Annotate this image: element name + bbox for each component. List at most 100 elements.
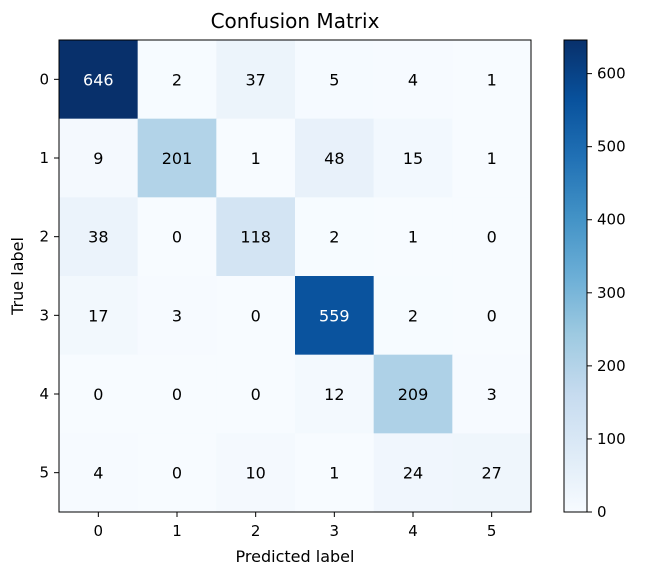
chart-title: Confusion Matrix (211, 9, 380, 33)
cell-value-label: 0 (93, 385, 103, 404)
cell-value-label: 5 (329, 70, 339, 89)
heatmap-cell (216, 354, 296, 434)
heatmap-cell (452, 276, 532, 356)
colorbar-tick-label: 200 (597, 357, 626, 375)
x-tick-label: 2 (251, 522, 261, 540)
y-tick-label: 5 (39, 464, 49, 482)
cell-value-label: 0 (251, 385, 261, 404)
heatmap-cell (216, 118, 296, 198)
heatmap-cell (373, 433, 453, 513)
cell-value-label: 3 (172, 306, 182, 325)
heatmap-cell (373, 276, 453, 356)
heatmap-cell (216, 197, 296, 277)
cell-value-label: 4 (93, 464, 103, 483)
heatmap-cell (137, 354, 217, 434)
heatmap-cell (295, 197, 375, 277)
x-tick-label: 3 (330, 522, 340, 540)
heatmap-cell (452, 40, 532, 120)
cell-value-label: 1 (487, 70, 497, 89)
heatmap-cell (452, 118, 532, 198)
cell-value-label: 38 (88, 228, 108, 247)
cell-value-label: 15 (403, 149, 423, 168)
colorbar-tick-label: 600 (597, 65, 626, 83)
cell-value-label: 1 (487, 149, 497, 168)
colorbar-tick-label: 0 (597, 503, 607, 521)
heatmap-cell (59, 276, 139, 356)
cell-value-label: 9 (93, 149, 103, 168)
cell-value-label: 0 (172, 228, 182, 247)
heatmap-cell (373, 118, 453, 198)
colorbar (563, 39, 588, 513)
cell-value-label: 118 (240, 228, 271, 247)
cell-value-label: 0 (251, 306, 261, 325)
heatmap-cell (373, 40, 453, 120)
heatmap-cell (59, 40, 139, 120)
cell-value-label: 0 (172, 464, 182, 483)
heatmap-cell (137, 433, 217, 513)
cell-value-label: 1 (408, 228, 418, 247)
cell-value-label: 10 (245, 464, 265, 483)
heatmap-cell (59, 197, 139, 277)
heatmap-cell (137, 276, 217, 356)
x-tick-label: 0 (94, 522, 104, 540)
cell-value-label: 2 (172, 70, 182, 89)
heatmap-cell (373, 354, 453, 434)
heatmap-cell (59, 433, 139, 513)
colorbar-tick-label: 300 (597, 284, 626, 302)
heatmap-cells (59, 40, 532, 513)
heatmap-cell (295, 40, 375, 120)
y-tick-label: 0 (39, 70, 49, 88)
heatmap-cell (373, 197, 453, 277)
cell-value-label: 646 (83, 70, 114, 89)
heatmap-cell (295, 354, 375, 434)
heatmap-cell (137, 40, 217, 120)
x-tick-label: 4 (408, 522, 418, 540)
x-axis-ticks: 0 1 2 3 4 5 (94, 512, 497, 540)
cell-value-label: 3 (487, 385, 497, 404)
colorbar-ticks: 0 100 200 300 400 500 600 (587, 65, 626, 521)
heatmap-cell (216, 433, 296, 513)
cell-value-label: 17 (88, 306, 108, 325)
heatmap-cell (295, 276, 375, 356)
cell-value-label: 1 (251, 149, 261, 168)
y-tick-label: 3 (39, 306, 49, 324)
cell-value-label: 1 (329, 464, 339, 483)
x-axis-label: Predicted label (236, 547, 355, 566)
y-tick-label: 2 (39, 228, 49, 246)
y-axis-label: True label (8, 237, 27, 316)
cell-value-label: 2 (408, 306, 418, 325)
heatmap-cell (59, 118, 139, 198)
cell-value-label: 24 (403, 464, 423, 483)
heatmap-cell (59, 354, 139, 434)
heatmap-cell (137, 118, 217, 198)
y-axis-ticks: 0 1 2 3 4 5 (39, 70, 59, 482)
heatmap-cell (216, 276, 296, 356)
heatmap-cell (452, 433, 532, 513)
cell-value-label: 0 (487, 306, 497, 325)
y-tick-label: 1 (39, 149, 49, 167)
plot-frame (58, 39, 532, 513)
cell-value-label: 0 (172, 385, 182, 404)
cell-value-label: 201 (162, 149, 193, 168)
colorbar-tick-label: 500 (597, 138, 626, 156)
cell-value-label: 0 (487, 228, 497, 247)
x-tick-label: 5 (487, 522, 497, 540)
cell-value-label: 27 (481, 464, 501, 483)
cell-value-label: 4 (408, 70, 418, 89)
cell-value-label: 2 (329, 228, 339, 247)
heatmap-cell (295, 118, 375, 198)
colorbar-tick-label: 100 (597, 430, 626, 448)
heatmap-cell (452, 197, 532, 277)
heatmap-cell (452, 354, 532, 434)
cell-value-label: 48 (324, 149, 344, 168)
heatmap-cell (295, 433, 375, 513)
heatmap-cell (216, 40, 296, 120)
cell-value-label: 209 (398, 385, 429, 404)
x-tick-label: 1 (172, 522, 182, 540)
heatmap-cell-labels: 646 2 37 5 4 19 201 1 48 15 138 0 118 2 1 017 3 0 559 2 00 0 0… (83, 70, 502, 482)
heatmap-cell (137, 197, 217, 277)
colorbar-tick-label: 400 (597, 211, 626, 229)
cell-value-label: 37 (245, 70, 265, 89)
y-tick-label: 4 (39, 385, 49, 403)
